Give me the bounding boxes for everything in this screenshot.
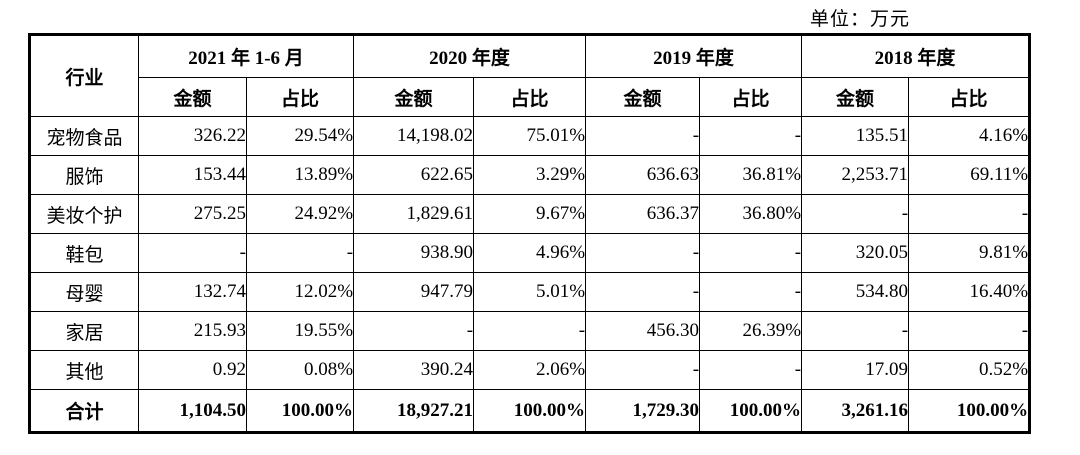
- cell-value: 24.92%: [245, 194, 355, 234]
- cell-value: 2.06%: [473, 350, 587, 390]
- row-label: 鞋包: [29, 233, 139, 273]
- cell-value: 100.00%: [245, 389, 355, 433]
- cell-value: 534.80: [801, 272, 910, 312]
- industry-revenue-table: 行业 2021 年 1-6 月 2020 年度 2019 年度 2018 年度 …: [28, 33, 1032, 434]
- cell-value: 3,261.16: [801, 389, 910, 433]
- cell-value: -: [585, 233, 701, 273]
- cell-value: 135.51: [801, 116, 910, 156]
- cell-value: -: [138, 233, 247, 273]
- cell-value: -: [908, 194, 1031, 234]
- cell-value: 4.96%: [473, 233, 587, 273]
- header-ratio-2019: 占比: [699, 77, 803, 117]
- cell-value: 26.39%: [699, 311, 803, 351]
- cell-value: 75.01%: [473, 116, 587, 156]
- cell-value: -: [801, 194, 910, 234]
- row-label: 其他: [29, 350, 139, 390]
- cell-value: 12.02%: [245, 272, 355, 312]
- cell-value: 1,104.50: [138, 389, 247, 433]
- table-row-pet-food: 宠物食品 326.22 29.54% 14,198.02 75.01% - - …: [29, 116, 1031, 156]
- header-amount-2021h1: 金额: [138, 77, 247, 117]
- header-amount-2018: 金额: [801, 77, 910, 117]
- row-label: 家居: [29, 311, 139, 351]
- header-ratio-2020: 占比: [473, 77, 587, 117]
- table-row-beauty-care: 美妆个护 275.25 24.92% 1,829.61 9.67% 636.37…: [29, 194, 1031, 234]
- header-ratio-2018: 占比: [908, 77, 1031, 117]
- cell-value: -: [699, 272, 803, 312]
- cell-value: 0.92: [138, 350, 247, 390]
- cell-value: 456.30: [585, 311, 701, 351]
- cell-value: 0.08%: [245, 350, 355, 390]
- cell-value: -: [699, 116, 803, 156]
- row-label: 母婴: [29, 272, 139, 312]
- cell-value: -: [473, 311, 587, 351]
- cell-value: 4.16%: [908, 116, 1031, 156]
- cell-value: 100.00%: [908, 389, 1031, 433]
- cell-value: 36.81%: [699, 155, 803, 195]
- cell-value: 100.00%: [473, 389, 587, 433]
- cell-value: 100.00%: [699, 389, 803, 433]
- cell-value: 17.09: [801, 350, 910, 390]
- cell-value: 132.74: [138, 272, 247, 312]
- table-row-mother-baby: 母婴 132.74 12.02% 947.79 5.01% - - 534.80…: [29, 272, 1031, 312]
- cell-value: 622.65: [353, 155, 475, 195]
- header-period-2018: 2018 年度: [801, 34, 1031, 78]
- header-period-2019: 2019 年度: [585, 34, 803, 78]
- cell-value: 19.55%: [245, 311, 355, 351]
- header-period-2021h1: 2021 年 1-6 月: [137, 34, 355, 78]
- row-label-total: 合计: [29, 389, 139, 433]
- cell-value: -: [353, 311, 475, 351]
- unit-label: 单位：万元: [810, 9, 911, 30]
- cell-value: 215.93: [138, 311, 247, 351]
- cell-value: -: [801, 311, 910, 351]
- cell-value: -: [908, 311, 1031, 351]
- cell-value: 2,253.71: [801, 155, 910, 195]
- row-label: 服饰: [29, 155, 139, 195]
- cell-value: 69.11%: [908, 155, 1031, 195]
- header-period-2020: 2020 年度: [353, 34, 587, 78]
- cell-value: 13.89%: [245, 155, 355, 195]
- cell-value: 636.37: [585, 194, 701, 234]
- cell-value: 1,829.61: [353, 194, 475, 234]
- header-amount-2020: 金额: [353, 77, 475, 117]
- table-row-total: 合计 1,104.50 100.00% 18,927.21 100.00% 1,…: [29, 389, 1031, 433]
- header-ratio-2021h1: 占比: [245, 77, 355, 117]
- cell-value: 5.01%: [473, 272, 587, 312]
- header-industry: 行业: [29, 34, 139, 117]
- cell-value: 947.79: [353, 272, 475, 312]
- cell-value: 9.81%: [908, 233, 1031, 273]
- cell-value: 9.67%: [473, 194, 587, 234]
- table-row-shoes-bags: 鞋包 - - 938.90 4.96% - - 320.05 9.81%: [29, 233, 1031, 273]
- cell-value: -: [699, 233, 803, 273]
- cell-value: 326.22: [138, 116, 247, 156]
- cell-value: -: [585, 116, 701, 156]
- table-row-home: 家居 215.93 19.55% - - 456.30 26.39% - -: [29, 311, 1031, 351]
- cell-value: 1,729.30: [585, 389, 701, 433]
- cell-value: 29.54%: [245, 116, 355, 156]
- cell-value: 938.90: [353, 233, 475, 273]
- row-label: 宠物食品: [29, 116, 139, 156]
- cell-value: 320.05: [801, 233, 910, 273]
- cell-value: 636.63: [585, 155, 701, 195]
- cell-value: 153.44: [138, 155, 247, 195]
- cell-value: 3.29%: [473, 155, 587, 195]
- table-row-other: 其他 0.92 0.08% 390.24 2.06% - - 17.09 0.5…: [29, 350, 1031, 390]
- cell-value: -: [585, 350, 701, 390]
- cell-value: 18,927.21: [353, 389, 475, 433]
- cell-value: 36.80%: [699, 194, 803, 234]
- table-row-apparel: 服饰 153.44 13.89% 622.65 3.29% 636.63 36.…: [29, 155, 1031, 195]
- cell-value: 16.40%: [908, 272, 1031, 312]
- cell-value: 390.24: [353, 350, 475, 390]
- cell-value: 275.25: [138, 194, 247, 234]
- cell-value: 14,198.02: [353, 116, 475, 156]
- cell-value: -: [585, 272, 701, 312]
- cell-value: -: [245, 233, 355, 273]
- cell-value: -: [699, 350, 803, 390]
- cell-value: 0.52%: [908, 350, 1031, 390]
- header-amount-2019: 金额: [585, 77, 701, 117]
- row-label: 美妆个护: [29, 194, 139, 234]
